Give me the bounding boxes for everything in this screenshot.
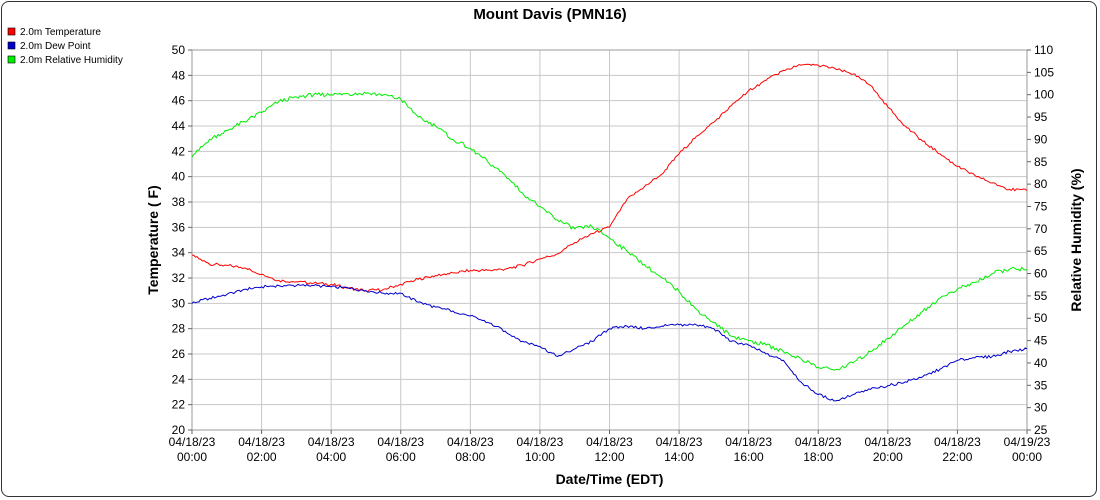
y-tick-label: 32 [172, 271, 186, 285]
x-tick-time-label: 00:00 [1012, 450, 1042, 464]
y2-tick-label: 65 [1034, 244, 1048, 258]
y-tick-label: 42 [172, 144, 186, 158]
y-tick-label: 40 [172, 170, 186, 184]
legend-swatch [7, 41, 16, 50]
y2-tick-label: 55 [1034, 289, 1048, 303]
x-tick-date-label: 04/18/23 [586, 435, 633, 449]
y-tick-label: 48 [172, 68, 186, 82]
y2-tick-label: 50 [1034, 311, 1048, 325]
x-tick-time-label: 06:00 [386, 450, 416, 464]
y2-tick-label: 75 [1034, 199, 1048, 213]
y-tick-label: 36 [172, 220, 186, 234]
x-tick-date-label: 04/18/23 [656, 435, 703, 449]
y-tick-label: 26 [172, 347, 186, 361]
y-axis-title: Temperature ( F) [145, 185, 161, 294]
x-tick-time-label: 02:00 [247, 450, 277, 464]
legend-label: 2.0m Dew Point [20, 41, 91, 52]
y2-axis-title: Relative Humidity (%) [1068, 168, 1084, 311]
x-tick-date-label: 04/18/23 [934, 435, 981, 449]
x-tick-time-label: 16:00 [734, 450, 764, 464]
legend: 2.0m Temperature 2.0m Dew Point 2.0m Relat… [7, 27, 123, 66]
x-tick-date-label: 04/18/23 [169, 435, 216, 449]
y2-tick-label: 80 [1034, 177, 1048, 191]
x-tick-date-label: 04/18/23 [377, 435, 424, 449]
legend-label: 2.0m Temperature [20, 27, 101, 38]
y2-tick-label: 95 [1034, 110, 1048, 124]
y2-tick-label: 40 [1034, 356, 1048, 370]
x-tick-date-label: 04/18/23 [447, 435, 494, 449]
y-tick-label: 38 [172, 195, 186, 209]
y-tick-label: 20 [172, 423, 186, 437]
x-tick-time-label: 18:00 [803, 450, 833, 464]
y-tick-label: 44 [172, 119, 186, 133]
y2-tick-label: 90 [1034, 132, 1048, 146]
y-tick-label: 46 [172, 94, 186, 108]
y2-tick-label: 25 [1034, 423, 1048, 437]
x-tick-date-label: 04/18/23 [725, 435, 772, 449]
x-tick-date-label: 04/18/23 [864, 435, 911, 449]
series-layer [191, 63, 1028, 402]
x-tick-time-label: 00:00 [177, 450, 207, 464]
x-tick-date-label: 04/18/23 [238, 435, 285, 449]
y-tick-label: 34 [172, 246, 186, 260]
legend-swatch [7, 55, 16, 64]
x-tick-time-label: 04:00 [316, 450, 346, 464]
series-line-2-0m-temperature [191, 63, 1028, 293]
x-tick-time-label: 20:00 [873, 450, 903, 464]
y2-tick-label: 60 [1034, 267, 1048, 281]
series-line-2-0m-dew-point [191, 283, 1028, 402]
y-axis-ticks: 20 22 24 26 28 30 32 34 36 38 40 42 44 46 48 50 [172, 43, 192, 437]
x-tick-date-label: 04/18/23 [517, 435, 564, 449]
x-tick-time-label: 08:00 [455, 450, 485, 464]
grid [191, 49, 1028, 431]
y-tick-label: 30 [172, 296, 186, 310]
y2-tick-label: 35 [1034, 378, 1048, 392]
y2-tick-label: 85 [1034, 155, 1048, 169]
legend-swatch [7, 27, 16, 36]
y2-tick-label: 45 [1034, 334, 1048, 348]
y2-tick-label: 70 [1034, 222, 1048, 236]
x-tick-time-label: 22:00 [942, 450, 972, 464]
x-axis-title: Date/Time (EDT) [556, 471, 664, 487]
x-tick-date-label: 04/18/23 [308, 435, 355, 449]
x-tick-date-label: 04/19/23 [1004, 435, 1051, 449]
series-line-2-0m-relative-humidity [191, 91, 1028, 371]
x-axis-ticks: 04/18/2300:0004/18/2302:0004/18/2304:000… [169, 430, 1051, 464]
y2-tick-label: 30 [1034, 401, 1048, 415]
x-tick-date-label: 04/18/23 [795, 435, 842, 449]
y-tick-label: 28 [172, 322, 186, 336]
y2-tick-label: 105 [1034, 65, 1054, 79]
y-tick-label: 24 [172, 372, 186, 386]
y-tick-label: 22 [172, 398, 186, 412]
x-tick-time-label: 12:00 [594, 450, 624, 464]
y2-axis-ticks: 25 30 35 40 45 50 55 60 65 70 75 80 85 90 95 100 105 110 [1027, 43, 1054, 437]
y2-tick-label: 100 [1034, 88, 1054, 102]
legend-label: 2.0m Relative Humidity [20, 55, 123, 66]
chart-title: Mount Davis (PMN16) [473, 6, 626, 23]
x-tick-time-label: 10:00 [525, 450, 555, 464]
y-tick-label: 50 [172, 43, 186, 57]
x-tick-time-label: 14:00 [664, 450, 694, 464]
y2-tick-label: 110 [1034, 43, 1053, 57]
